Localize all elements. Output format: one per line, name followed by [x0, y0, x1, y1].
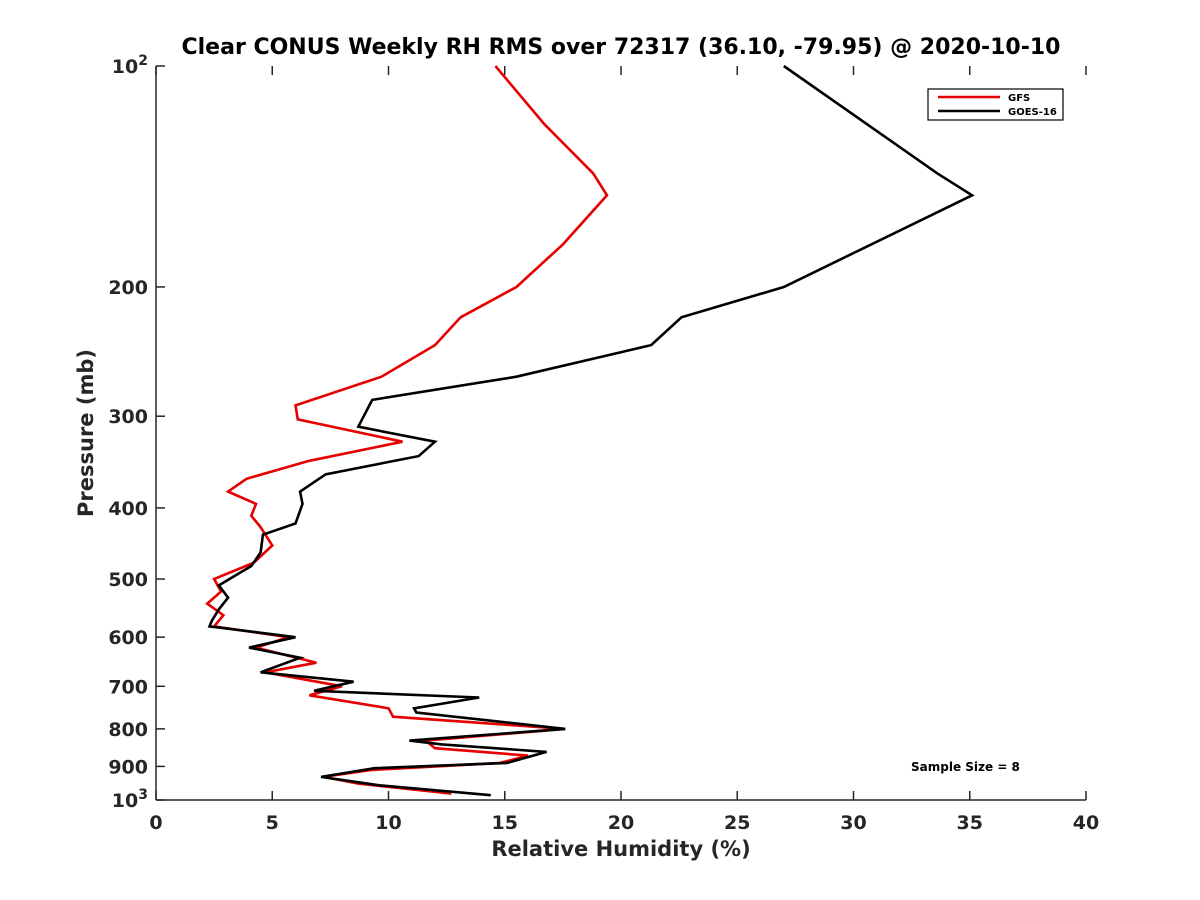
y-tick-label: 800: [108, 719, 148, 741]
y-tick-label: 600: [108, 627, 148, 649]
y-tick-label: 700: [108, 676, 148, 698]
y-tick-label: 200: [108, 277, 148, 299]
x-axis-title: Relative Humidity (%): [491, 837, 750, 861]
x-tick-label: 10: [375, 812, 401, 834]
y-tick-label: 900: [108, 756, 148, 778]
x-tick-label: 0: [149, 812, 162, 834]
x-tick-label: 30: [840, 812, 866, 834]
plot-area: [156, 66, 1086, 800]
sample-size-annotation: Sample Size = 8: [911, 760, 1020, 774]
x-tick-label: 35: [957, 812, 983, 834]
legend-label-goes-16: GOES-16: [1008, 107, 1057, 118]
y-axis-title: Pressure (mb): [74, 349, 98, 517]
x-tick-label: 40: [1073, 812, 1099, 834]
y-tick-label-exponent: 3: [138, 787, 148, 803]
x-tick-label: 20: [608, 812, 634, 834]
x-ticks: 0 5 10 15 20 25 30 35 40: [149, 66, 1099, 834]
legend-box: [927, 88, 1064, 121]
series-line-goes-16: [207, 64, 975, 797]
x-tick-label: 15: [492, 812, 518, 834]
y-tick-label-exponent: 2: [138, 53, 148, 69]
legend-label-gfs: GFS: [1008, 93, 1030, 104]
legend: GFS GOES-16: [927, 88, 1064, 121]
y-tick-label: 300: [108, 406, 148, 428]
x-tick-label: 5: [266, 812, 279, 834]
x-tick-label: 25: [724, 812, 750, 834]
y-tick-label: 500: [108, 569, 148, 591]
y-tick-label: 400: [108, 498, 148, 520]
series-layer: [205, 64, 975, 797]
chart-title: Clear CONUS Weekly RH RMS over 72317 (36…: [182, 35, 1061, 60]
